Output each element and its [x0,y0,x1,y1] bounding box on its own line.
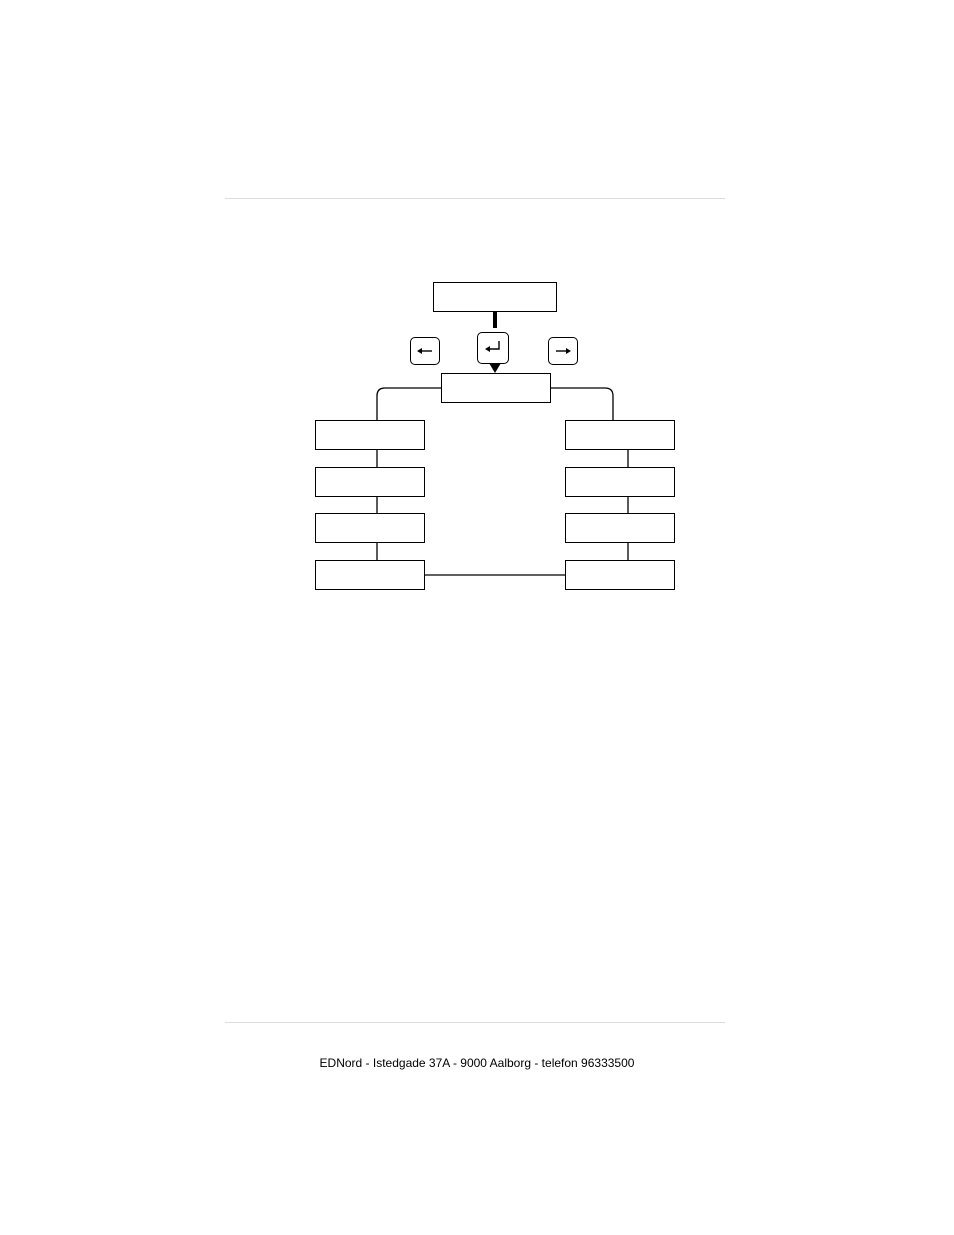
flow-node-top [433,282,557,312]
flow-node-right-3 [565,513,675,543]
flow-node-right-1 [565,420,675,450]
flow-node-right-4 [565,560,675,590]
right-arrow-key-icon [548,337,578,365]
flow-node-left-1 [315,420,425,450]
footer-text: EDNord - Istedgade 37A - 9000 Aalborg - … [0,1056,954,1070]
flow-node-mid [441,373,551,403]
flowchart-container [315,280,675,600]
flow-node-left-3 [315,513,425,543]
flow-node-left-2 [315,467,425,497]
header-rule [225,198,725,199]
footer-rule [225,1022,725,1023]
enter-key-icon [477,332,509,364]
left-arrow-key-icon [410,337,440,365]
flow-node-right-2 [565,467,675,497]
flow-node-left-4 [315,560,425,590]
